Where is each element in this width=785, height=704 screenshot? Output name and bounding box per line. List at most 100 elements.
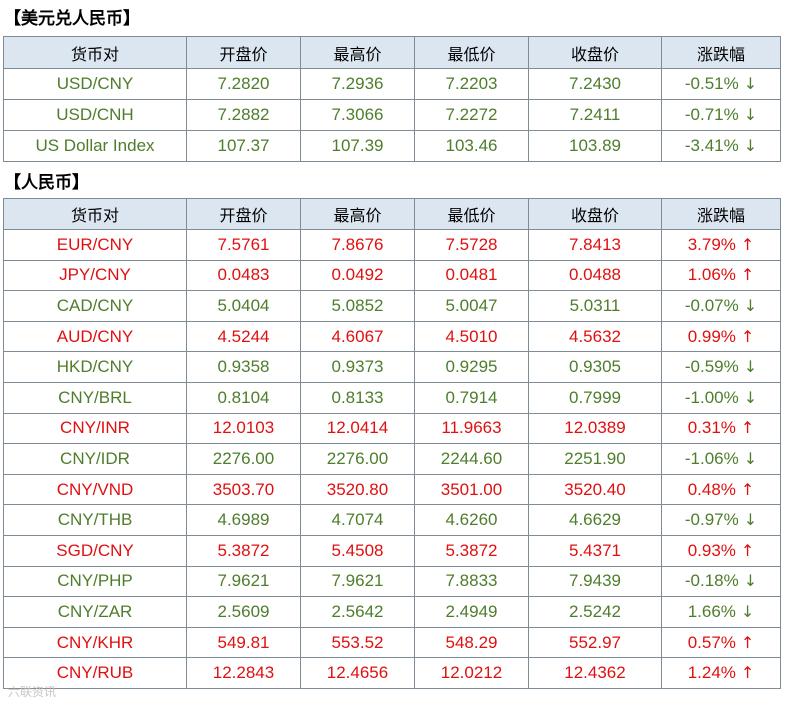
column-header-open: 开盘价	[186, 198, 301, 230]
cell-low: 7.2203	[414, 68, 529, 100]
table-row: JPY/CNY 0.0483 0.0492 0.0481 0.0488 1.06% ↑	[3, 259, 781, 292]
table-row: AUD/CNY 4.5244 4.6067 4.5010 4.5632 0.99% ↑	[3, 320, 781, 353]
cell-change: -0.59% ↓	[661, 351, 781, 383]
column-header-close: 收盘价	[528, 198, 662, 230]
arrow-up-icon: ↑	[740, 326, 755, 346]
table-row: EUR/CNY 7.5761 7.8676 7.5728 7.8413 3.79% ↑	[3, 229, 781, 261]
cell-change: -0.07% ↓	[661, 290, 781, 322]
cell-low: 7.8833	[414, 565, 529, 598]
cell-close: 7.8413	[528, 229, 662, 261]
watermark-logo: 六联资讯	[8, 685, 57, 699]
cell-pair: CNY/IDR	[3, 443, 187, 475]
change-value: -0.18%	[684, 571, 739, 591]
column-header-change: 涨跌幅	[661, 198, 781, 230]
section-title-rmb: 【人民币】	[4, 173, 89, 193]
change-value: 0.93%	[687, 540, 736, 560]
cell-change: 1.66% ↓	[661, 596, 781, 628]
arrow-up-icon: ↑	[740, 663, 755, 683]
rmb-table: 货币对 开盘价 最高价 最低价 收盘价 涨跌幅 EUR/CNY 7.5761 7.8676 7.…	[3, 198, 781, 689]
cell-high: 2276.00	[300, 443, 415, 475]
table-row: USD/CNH 7.2882 7.3066 7.2272 7.2411 -0.71% ↓	[3, 99, 781, 131]
table-row: US Dollar Index 107.37 107.39 103.46 103.89-…	[3, 130, 781, 162]
cell-low: 103.46	[414, 130, 529, 162]
arrow-up-icon: ↑	[740, 632, 755, 652]
table-row: CNY/ZAR 2.5609 2.5642 2.4949 2.5242 1.66% ↓	[3, 596, 781, 628]
cell-open: 3503.70	[186, 473, 301, 506]
table-row: USD/CNY 7.2820 7.2936 7.2203 7.2430 -0.51% ↓	[3, 68, 781, 100]
cell-high: 5.4508	[300, 534, 415, 567]
table-row: HKD/CNY 0.9358 0.9373 0.9295 0.9305 -0.59% ↓	[3, 351, 781, 383]
arrow-up-icon: ↑	[740, 265, 755, 285]
change-value: -3.41%	[684, 136, 739, 155]
cell-pair: AUD/CNY	[3, 320, 187, 353]
column-header-pair: 货币对	[3, 198, 187, 230]
cell-open: 7.2820	[186, 68, 301, 100]
cell-change: -1.00% ↓	[661, 381, 781, 414]
table-row: CNY/BRL 0.8104 0.8133 0.7914 0.7999 -1.00% ↓	[3, 381, 781, 414]
cell-high: 3520.80	[300, 473, 415, 506]
cell-close: 4.6629	[528, 504, 662, 536]
cell-pair: USD/CNH	[3, 99, 187, 131]
cell-change: 1.06% ↑	[661, 259, 781, 292]
cell-open: 5.0404	[186, 290, 301, 322]
cell-change: 0.48% ↑	[661, 473, 781, 506]
cell-high: 7.9621	[300, 565, 415, 598]
cell-pair: CAD/CNY	[3, 290, 187, 322]
cell-high: 7.3066	[300, 99, 415, 131]
table-row: CNY/RUB 12.2843 12.4656 12.0212 12.4362 1.24%…	[3, 657, 781, 689]
table-row: CNY/THB 4.6989 4.7074 4.6260 4.6629 -0.97% ↓	[3, 504, 781, 536]
cell-pair: US Dollar Index	[3, 130, 187, 162]
cell-open: 12.0103	[186, 412, 301, 445]
cell-pair: CNY/PHP	[3, 565, 187, 598]
arrow-down-icon: ↓	[743, 105, 758, 124]
cell-high: 12.4656	[300, 657, 415, 689]
cell-high: 7.8676	[300, 229, 415, 261]
cell-low: 5.0047	[414, 290, 529, 322]
cell-pair: CNY/KHR	[3, 626, 187, 659]
cell-change: 3.79% ↑	[661, 229, 781, 261]
cell-close: 7.9439	[528, 565, 662, 598]
cell-pair: CNY/RUB	[3, 657, 187, 689]
change-value: 1.66%	[687, 601, 736, 621]
cell-low: 2.4949	[414, 596, 529, 628]
cell-low: 548.29	[414, 626, 529, 659]
change-value: 0.99%	[687, 326, 736, 346]
cell-close: 2251.90	[528, 443, 662, 475]
change-value: 1.06%	[687, 265, 736, 285]
cell-close: 12.4362	[528, 657, 662, 689]
column-header-high: 最高价	[300, 198, 415, 230]
section-title-usd: 【美元兑人民币】	[4, 9, 140, 29]
cell-pair: CNY/ZAR	[3, 596, 187, 628]
table-header-row: 货币对 开盘价 最高价 最低价 收盘价 涨跌幅	[3, 36, 781, 69]
cell-change: -0.18% ↓	[661, 565, 781, 598]
cell-open: 0.0483	[186, 259, 301, 292]
arrow-down-icon: ↓	[743, 387, 758, 407]
cell-close: 7.2411	[528, 99, 662, 131]
column-header-low: 最低价	[414, 198, 529, 230]
cell-low: 0.9295	[414, 351, 529, 383]
cell-open: 2.5609	[186, 596, 301, 628]
cell-close: 0.0488	[528, 259, 662, 292]
change-value: -0.59%	[684, 357, 739, 377]
table-row: CNY/IDR 2276.00 2276.00 2244.60 2251.90 -1.06…	[3, 443, 781, 475]
cell-close: 7.2430	[528, 68, 662, 100]
column-header-low: 最低价	[414, 36, 529, 69]
cell-high: 107.39	[300, 130, 415, 162]
table-row: CNY/PHP 7.9621 7.9621 7.8833 7.9439 -0.18% ↓	[3, 565, 781, 598]
cell-change: -0.51% ↓	[661, 68, 781, 100]
cell-open: 12.2843	[186, 657, 301, 689]
cell-pair: CNY/BRL	[3, 381, 187, 414]
cell-change: 0.99% ↑	[661, 320, 781, 353]
cell-low: 4.5010	[414, 320, 529, 353]
cell-pair: USD/CNY	[3, 68, 187, 100]
cell-high: 7.2936	[300, 68, 415, 100]
cell-open: 7.5761	[186, 229, 301, 261]
cell-open: 0.8104	[186, 381, 301, 414]
arrow-up-icon: ↑	[740, 234, 755, 254]
change-value: -1.06%	[684, 448, 739, 468]
arrow-down-icon: ↓	[743, 357, 758, 377]
change-value: -0.97%	[684, 510, 739, 530]
table-row: CNY/INR 12.0103 12.0414 11.9663 12.0389 0.31%…	[3, 412, 781, 445]
cell-change: 0.93% ↑	[661, 534, 781, 567]
cell-low: 7.5728	[414, 229, 529, 261]
